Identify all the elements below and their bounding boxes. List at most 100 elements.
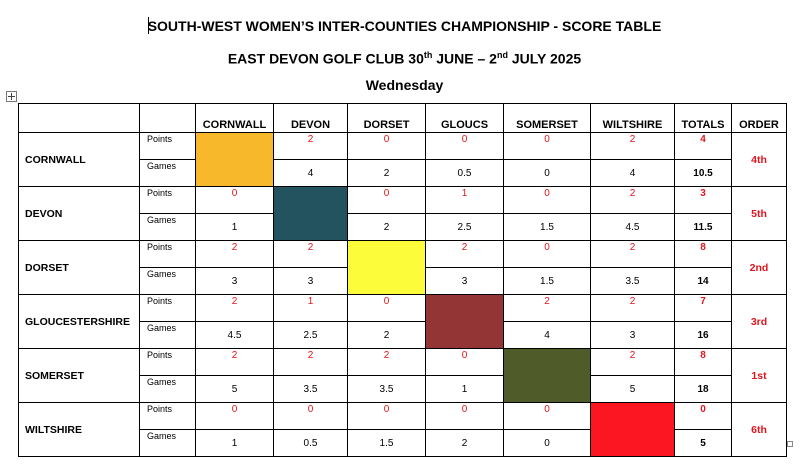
games-cell: 0.5 xyxy=(273,429,348,457)
self-match-cell xyxy=(425,294,504,349)
games-label: Games xyxy=(139,213,196,241)
games-cell: 0.5 xyxy=(425,159,504,187)
totals-header: TOTALS xyxy=(674,103,732,133)
games-cell: 1 xyxy=(195,213,274,241)
points-cell: 2 xyxy=(195,294,274,322)
points-cell: 0 xyxy=(503,240,591,268)
column-header: SOMERSET xyxy=(503,103,591,133)
games-cell: 1.5 xyxy=(347,429,426,457)
points-cell: 2 xyxy=(425,240,504,268)
order-cell: 1st xyxy=(731,348,787,403)
points-row: SOMERSET Points 2 2 2 0 2 8 1st xyxy=(18,348,787,403)
points-cell: 0 xyxy=(195,186,274,214)
games-label: Games xyxy=(139,375,196,403)
self-match-cell xyxy=(347,240,426,295)
points-cell: 2 xyxy=(273,132,348,160)
games-row: Games 1 2 2.5 1.5 4.5 11.5 xyxy=(19,213,787,241)
points-cell: 0 xyxy=(347,402,426,430)
games-cell: 3 xyxy=(195,267,274,295)
games-cell: 3 xyxy=(273,267,348,295)
self-match-cell xyxy=(195,132,274,187)
order-cell: 4th xyxy=(731,132,787,187)
points-cell: 2 xyxy=(195,348,274,376)
points-cell: 0 xyxy=(425,348,504,376)
venue-prefix: EAST DEVON GOLF CLUB 30 xyxy=(227,50,424,67)
points-cell: 0 xyxy=(347,294,426,322)
column-header: GLOUCS xyxy=(425,103,504,133)
self-match-cell xyxy=(503,348,591,403)
games-cell: 1.5 xyxy=(503,267,591,295)
points-cell: 0 xyxy=(425,132,504,160)
self-match-cell xyxy=(590,402,675,457)
games-label: Games xyxy=(139,159,196,187)
points-cell: 2 xyxy=(590,186,675,214)
games-cell: 5 xyxy=(195,375,274,403)
day-heading: Wednesday xyxy=(365,77,444,93)
games-cell: 1 xyxy=(195,429,274,457)
points-label: Points xyxy=(139,348,196,376)
games-cell: 4.5 xyxy=(195,321,274,349)
points-total-cell: 8 xyxy=(674,348,732,376)
games-cell: 2.5 xyxy=(425,213,504,241)
games-row: Games 1 0.5 1.5 2 0 5 xyxy=(19,429,787,457)
games-row: Games 4 2 0.5 0 4 10.5 xyxy=(19,159,787,187)
order-header: ORDER xyxy=(731,103,787,133)
column-header: DEVON xyxy=(273,103,348,133)
team-name: SOMERSET xyxy=(18,348,140,403)
team-name: DORSET xyxy=(18,240,140,295)
points-cell: 2 xyxy=(273,348,348,376)
points-cell: 1 xyxy=(273,294,348,322)
games-total-cell: 16 xyxy=(674,321,732,349)
games-label: Games xyxy=(139,429,196,457)
table-resize-handle[interactable] xyxy=(787,441,793,447)
points-cell: 2 xyxy=(590,294,675,322)
table-move-handle-icon[interactable] xyxy=(6,91,17,102)
games-cell: 1.5 xyxy=(503,213,591,241)
points-row: WILTSHIRE Points 0 0 0 0 0 0 6th xyxy=(18,402,787,457)
points-total-cell: 8 xyxy=(674,240,732,268)
games-cell: 4 xyxy=(273,159,348,187)
points-row: GLOUCESTERSHIRE Points 2 1 0 2 2 7 3rd xyxy=(18,294,787,349)
points-cell: 0 xyxy=(503,132,591,160)
games-cell: 2 xyxy=(347,159,426,187)
column-header: CORNWALL xyxy=(195,103,274,133)
games-cell: 2.5 xyxy=(273,321,348,349)
games-cell: 4 xyxy=(590,159,675,187)
order-cell: 2nd xyxy=(731,240,787,295)
games-cell: 2 xyxy=(425,429,504,457)
ordinal-end: nd xyxy=(496,50,508,60)
points-cell: 2 xyxy=(195,240,274,268)
points-cell: 0 xyxy=(347,186,426,214)
points-label: Points xyxy=(139,186,196,214)
games-total-cell: 14 xyxy=(674,267,732,295)
header-corner-cell xyxy=(18,103,140,133)
points-cell: 0 xyxy=(425,402,504,430)
points-row: CORNWALL Points 2 0 0 0 2 4 4th xyxy=(18,132,787,187)
games-cell: 3 xyxy=(590,321,675,349)
venue-suffix: JULY 2025 xyxy=(507,50,582,67)
order-cell: 6th xyxy=(731,402,787,457)
page-title: SOUTH-WEST WOMEN’S INTER-COUNTIES CHAMPI… xyxy=(147,18,662,34)
games-cell: 2 xyxy=(347,321,426,349)
games-row: Games 5 3.5 3.5 1 5 18 xyxy=(19,375,787,403)
points-cell: 0 xyxy=(273,402,348,430)
games-cell: 5 xyxy=(590,375,675,403)
team-name: GLOUCESTERSHIRE xyxy=(18,294,140,349)
points-label: Points xyxy=(139,132,196,160)
points-cell: 0 xyxy=(347,132,426,160)
column-header: DORSET xyxy=(347,103,426,133)
points-cell: 0 xyxy=(195,402,274,430)
points-cell: 2 xyxy=(273,240,348,268)
text-cursor xyxy=(148,17,149,34)
team-name: CORNWALL xyxy=(18,132,140,187)
points-label: Points xyxy=(139,240,196,268)
venue-dates: EAST DEVON GOLF CLUB 30th JUNE – 2nd JUL… xyxy=(0,46,809,68)
ordinal-start: th xyxy=(423,50,433,60)
points-row: DORSET Points 2 2 2 0 2 8 2nd xyxy=(18,240,787,295)
games-cell: 0 xyxy=(503,159,591,187)
games-total-cell: 11.5 xyxy=(674,213,732,241)
points-total-cell: 7 xyxy=(674,294,732,322)
games-label: Games xyxy=(139,267,196,295)
points-cell: 2 xyxy=(590,240,675,268)
points-cell: 2 xyxy=(503,294,591,322)
